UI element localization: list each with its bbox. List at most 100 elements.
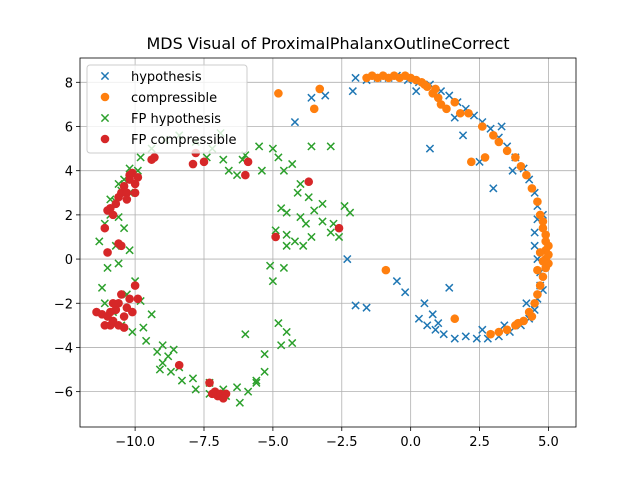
fp-hypothesis-point xyxy=(279,263,289,273)
hypothesis-point xyxy=(508,166,517,175)
fp-compressible-point xyxy=(150,153,159,162)
legend-box xyxy=(86,64,248,154)
fp-hypothesis-point xyxy=(224,166,233,175)
fp-hypothesis-point xyxy=(257,166,266,175)
compressible-point xyxy=(513,318,523,328)
compressible-point xyxy=(527,312,537,321)
fp-hypothesis-point xyxy=(158,341,167,350)
fp-hypothesis-point xyxy=(279,166,289,175)
hypothesis-point xyxy=(425,144,435,153)
fp-hypothesis-point xyxy=(326,228,335,237)
compressible-point xyxy=(450,97,460,107)
fp-hypothesis-point xyxy=(318,199,327,208)
hypothesis-point xyxy=(321,91,330,100)
hypothesis-point xyxy=(530,241,539,250)
fp-hypothesis-point xyxy=(95,237,104,246)
compressible-point xyxy=(538,272,548,282)
fp-compressible-point xyxy=(243,157,253,167)
fp-compressible-point xyxy=(133,173,143,182)
fp-hypothesis-point xyxy=(164,352,173,361)
fp-hypothesis-point xyxy=(155,365,165,374)
fp-hypothesis-point xyxy=(100,299,109,308)
hypothesis-point xyxy=(431,325,440,334)
legend-label-hypothesis: hypothesis xyxy=(131,70,202,85)
fp-hypothesis-point xyxy=(254,142,264,151)
fp-hypothesis-point xyxy=(301,219,311,228)
compressible-point xyxy=(486,329,495,339)
data-points xyxy=(92,71,553,407)
hypothesis-point xyxy=(348,87,357,96)
y-tick-label: 2 xyxy=(65,209,73,224)
hypothesis-point xyxy=(530,228,539,237)
hypothesis-point xyxy=(478,325,487,334)
fp-compressible-point xyxy=(334,223,344,233)
fp-hypothesis-point xyxy=(290,237,300,246)
compressible-point xyxy=(433,93,443,103)
x-tick-label: 0.0 xyxy=(400,435,421,450)
compressible-point xyxy=(544,250,553,259)
fp-hypothesis-point xyxy=(103,263,112,273)
compressible-point xyxy=(516,161,526,171)
fp-hypothesis-point xyxy=(125,246,134,255)
compressible-point xyxy=(538,217,548,226)
x-tick-label: −10.0 xyxy=(115,435,155,450)
y-tick-label: 0 xyxy=(65,253,73,268)
fp-compressible-point xyxy=(122,188,132,198)
fp-hypothesis-point xyxy=(97,283,107,292)
compressible-point xyxy=(535,248,545,257)
compressible-point xyxy=(502,325,512,335)
compressible-point xyxy=(511,153,520,162)
compressible-point xyxy=(478,122,487,131)
fp-hypothesis-point xyxy=(274,153,283,162)
hypothesis-point xyxy=(290,117,300,127)
fp-hypothesis-point xyxy=(166,367,176,376)
compressible-point xyxy=(431,84,440,94)
x-tick-label: −5.0 xyxy=(257,435,289,450)
fp-compressible-point xyxy=(111,199,121,209)
fp-compressible-point xyxy=(130,188,140,198)
y-tick-label: −6 xyxy=(54,386,73,401)
fp-hypothesis-point xyxy=(235,398,244,407)
compressible-point xyxy=(420,80,429,89)
legend-marker-fp-compressible xyxy=(100,134,110,144)
fp-hypothesis-point xyxy=(147,310,156,319)
hypothesis-point xyxy=(362,303,371,312)
compressible-point xyxy=(541,230,550,240)
hypothesis-point xyxy=(445,91,454,100)
hypothesis-point xyxy=(497,122,506,131)
hypothesis-point xyxy=(412,87,421,96)
hypothesis-point xyxy=(401,288,410,297)
fp-hypothesis-point xyxy=(139,323,148,332)
hypothesis-point xyxy=(461,332,470,341)
compressible-point xyxy=(494,327,504,337)
fp-hypothesis-point xyxy=(318,217,327,226)
compressible-point xyxy=(455,108,465,118)
hypothesis-point xyxy=(489,184,498,193)
fp-compressible-point xyxy=(119,181,129,191)
fp-compressible-point xyxy=(133,294,143,304)
fp-hypothesis-point xyxy=(307,142,316,151)
x-tick-label: 5.0 xyxy=(538,435,559,450)
x-tick-label: −7.5 xyxy=(188,435,220,450)
fp-compressible-point xyxy=(122,195,132,204)
hypothesis-point xyxy=(439,330,448,339)
legend-label-fp-hypothesis: FP hypothesis xyxy=(131,112,221,127)
fp-compressible-point xyxy=(199,157,209,167)
fp-hypothesis-point xyxy=(119,224,129,233)
compressible-point xyxy=(442,104,451,114)
legend-marker-compressible xyxy=(100,92,110,102)
hypothesis-point xyxy=(351,73,360,83)
fp-hypothesis-point xyxy=(282,208,291,217)
fp-hypothesis-point xyxy=(296,212,305,222)
fp-hypothesis-point xyxy=(219,155,228,164)
fp-compressible-point xyxy=(128,307,137,317)
compressible-point xyxy=(309,104,319,114)
hypothesis-point xyxy=(450,334,459,343)
compressible-point xyxy=(489,131,498,140)
legend-marker-fp-hypothesis xyxy=(100,113,110,123)
fp-hypothesis-point xyxy=(282,327,291,337)
fp-hypothesis-point xyxy=(307,232,316,242)
compressible-point xyxy=(527,184,537,193)
fp-hypothesis-point xyxy=(271,226,280,235)
